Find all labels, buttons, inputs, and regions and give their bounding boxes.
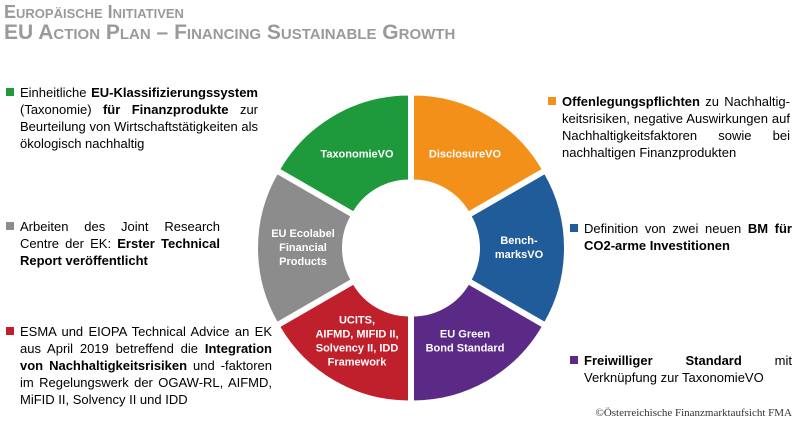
segment-label: EU Ecolabel — [271, 228, 335, 240]
text-run: mit Verknüpfung zur TaxonomieVO — [584, 353, 792, 385]
bullet-item: Definition von zwei neuen BM für CO2-arm… — [570, 220, 792, 254]
segment-label: Products — [279, 256, 327, 268]
segment — [412, 282, 545, 403]
segment — [277, 282, 410, 403]
segment-label: Financial — [279, 242, 327, 254]
bullet-square — [570, 356, 578, 364]
text-run: Arbeiten des Joint Research Centre der E… — [20, 219, 220, 251]
text-run: Erster Technical Report veröffentlicht — [20, 236, 220, 268]
segment-label: marksVO — [495, 249, 544, 261]
bullet-square — [548, 97, 556, 105]
segment-label: UCITS, — [339, 314, 375, 326]
text-run: ESMA und EIOPA Technical Advice an EK au… — [20, 324, 272, 356]
segment-label: AIFMD, MIFID II, — [315, 328, 398, 340]
bullet-item: Offenlegungspflichten zu Nachhaltig­keit… — [548, 93, 790, 161]
bullet-item: ESMA und EIOPA Technical Advice an EK au… — [6, 323, 272, 408]
text-run: Einheitliche — [20, 85, 92, 100]
segment-label: Bench- — [500, 235, 538, 247]
text-run: BM für CO2-arme Investitionen — [584, 221, 792, 253]
text-run: zur Beurteilung von Wirtschaftstätigkeit… — [20, 102, 259, 151]
segment — [469, 171, 566, 325]
subtitle: EU Action Plan – Financing Sustainable G… — [4, 21, 456, 44]
bullet-square — [570, 224, 578, 232]
segment-label: Framework — [328, 356, 388, 368]
segment-label: DisclosureVO — [429, 148, 502, 160]
segment — [256, 171, 353, 325]
text-run: Integration von Nachhaltigkeitsrisiken — [20, 341, 272, 373]
text-run: Offenlegungspflichten — [562, 94, 700, 109]
segment-label: EU Green — [440, 328, 490, 340]
segment-label: TaxonomieVO — [320, 148, 394, 160]
text-run: (Taxonomie) — [20, 102, 103, 117]
segment — [277, 93, 410, 214]
text-run: Definition von zwei neuen — [584, 221, 748, 236]
bullet-square — [6, 88, 14, 96]
segment — [412, 93, 545, 214]
text-run: zu Nachhaltig­keitsrisiken, negative Aus… — [562, 94, 790, 160]
segment-label: Solvency II, IDD — [316, 342, 399, 354]
bullet-square — [6, 222, 14, 230]
text-run: EU-Klassifizierungssystem — [91, 85, 258, 100]
segment-label: Bond Standard — [426, 342, 505, 354]
bullet-item: Einheitliche EU-Klassifizierungssystem (… — [6, 84, 259, 152]
text-run: Freiwilliger Standard — [584, 353, 742, 368]
copyright: ©Österreichische Finanzmarktaufsicht FMA — [595, 407, 792, 419]
bullet-square — [6, 327, 14, 335]
text-run: und -faktoren im Regelungswerk der OGAW-… — [20, 358, 272, 407]
bullet-item: Freiwilliger Standard mit Verknüpfung zu… — [570, 352, 792, 386]
bullet-item: Arbeiten des Joint Research Centre der E… — [6, 218, 220, 269]
title: Europäische Initiativen — [4, 2, 184, 22]
text-run: für Finanzprodukte — [102, 102, 229, 117]
